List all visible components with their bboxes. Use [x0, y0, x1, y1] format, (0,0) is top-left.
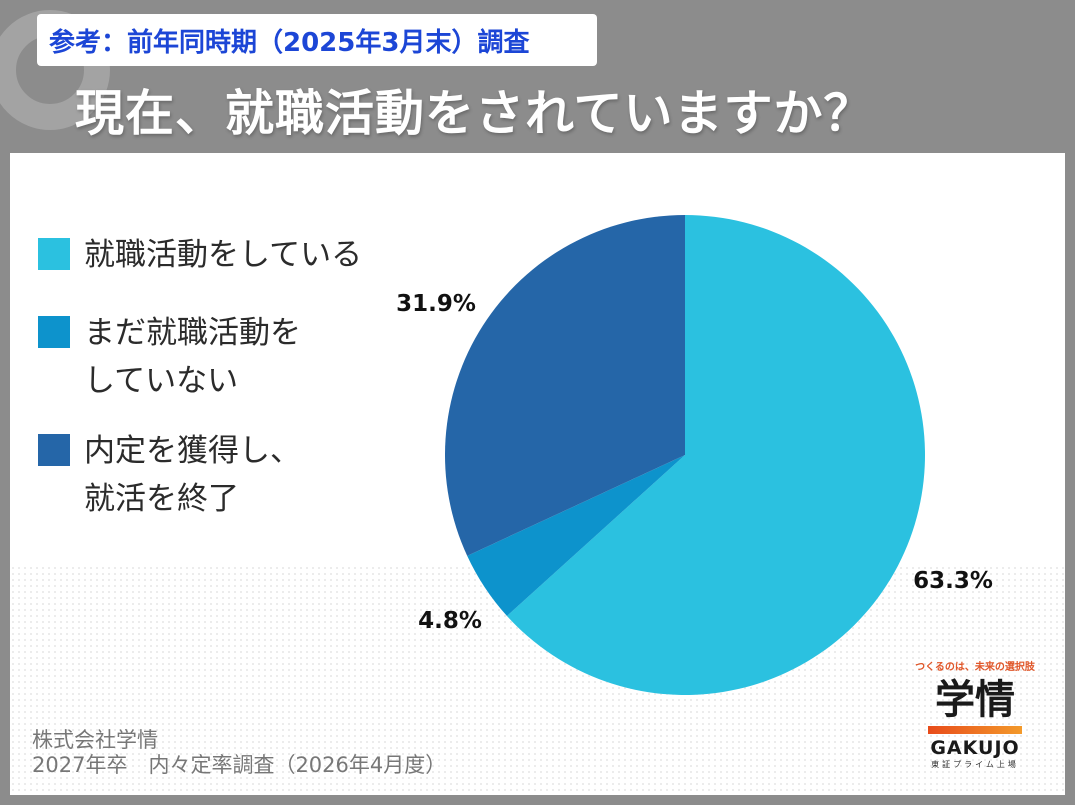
footer-survey: 2027年卒 内々定率調査（2026年4月度）: [32, 753, 447, 777]
reference-badge: 参考：前年同時期（2025年3月末）調査: [37, 14, 597, 66]
footer-company: 株式会社学情: [32, 728, 158, 752]
logo-bar: [928, 726, 1022, 734]
legend-label-not-started: まだ就職活動を していない: [84, 315, 301, 399]
legend-swatch-not-started: [38, 316, 70, 348]
legend-label-finished: 内定を獲得し、 就活を終了: [84, 433, 301, 517]
pie-chart: 63.3% 4.8% 31.9%: [396, 215, 993, 695]
logo-tagline: つくるのは、未来の選択肢: [915, 662, 1035, 673]
logo-kanji: 学情: [935, 677, 1015, 723]
value-label-active: 63.3%: [913, 568, 993, 594]
legend-swatch-active: [38, 238, 70, 270]
slice-finished: [444, 215, 685, 556]
value-label-not-started: 4.8%: [418, 608, 482, 634]
value-label-finished: 31.9%: [396, 291, 476, 317]
footer-source: 株式会社学情 2027年卒 内々定率調査（2026年4月度）: [32, 728, 446, 778]
logo-name: GAKUJO: [930, 737, 1020, 759]
legend-swatch-finished: [38, 434, 70, 466]
reference-badge-text: 参考：前年同時期（2025年3月末）調査: [49, 27, 530, 58]
chart-card: 就職活動をしている まだ就職活動を していない 内定を獲得し、 就活を終了 63…: [10, 153, 1065, 795]
gakujo-logo: つくるのは、未来の選択肢 学情 GAKUJO 東証プライム上場: [915, 658, 1035, 778]
slice-active: [506, 215, 926, 695]
legend-label-active: 就職活動をしている: [84, 237, 363, 273]
slice-not-started: [467, 455, 685, 616]
question-title: 現在、就職活動をされていますか？: [75, 85, 874, 142]
logo-market: 東証プライム上場: [931, 760, 1019, 769]
